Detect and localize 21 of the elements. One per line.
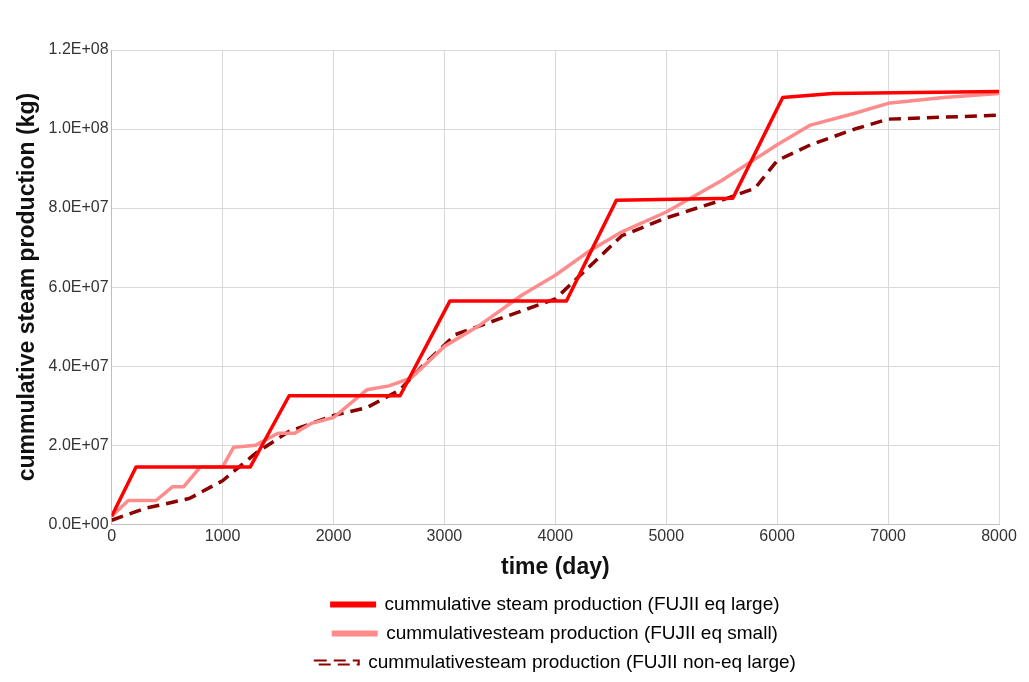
y-tick-label: 2.0E+07 [48,435,109,453]
legend-label: cummulativesteam production (FUJII non-eq large) [368,650,796,672]
x-tick-label: 0 [107,527,117,545]
y-tick-label: 6.0E+07 [48,277,109,295]
legend-label: cummulativesteam production (FUJII eq small) [386,621,778,643]
x-tick-label: 4000 [537,527,574,545]
x-axis-title: time (day) [501,552,610,579]
y-axis-title: cummulative steam production (kg) [13,92,40,482]
x-tick-label: 7000 [870,527,906,545]
y-tick-label: 1.0E+08 [48,119,109,137]
x-tick-label: 2000 [315,527,352,545]
x-tick-label: 8000 [981,527,1017,545]
x-tick-label: 1000 [204,527,241,545]
y-tick-label: 1.2E+08 [48,40,109,58]
x-tick-label: 6000 [759,527,796,545]
x-tick-label: 3000 [426,527,463,545]
y-tick-label: 0.0E+00 [48,514,109,532]
y-tick-label: 4.0E+07 [48,356,109,374]
legend-label: cummulative steam production (FUJII eq large) [384,592,780,614]
x-tick-label: 5000 [648,527,685,545]
y-tick-label: 8.0E+07 [48,198,109,216]
